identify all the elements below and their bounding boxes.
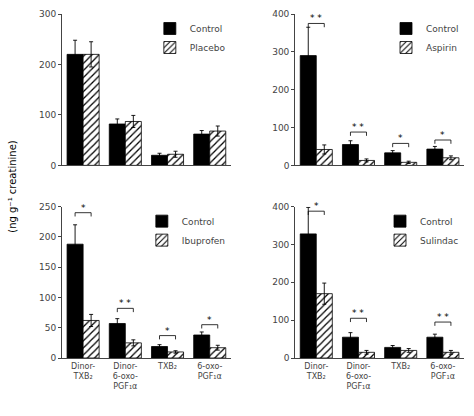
svg-text:100: 100 bbox=[272, 123, 289, 133]
svg-text:150: 150 bbox=[39, 262, 56, 272]
svg-text:300: 300 bbox=[272, 47, 289, 57]
svg-text:100: 100 bbox=[39, 110, 56, 120]
svg-text:0: 0 bbox=[284, 161, 290, 171]
svg-text:Dinor-6-oxo-PGF₁α: Dinor-6-oxo-PGF₁α bbox=[346, 362, 371, 392]
svg-text:Ibuprofen: Ibuprofen bbox=[182, 236, 225, 246]
svg-text:200: 200 bbox=[272, 85, 289, 95]
svg-text:Dinor-TXB₂: Dinor-TXB₂ bbox=[304, 362, 328, 381]
svg-text:TXB₂: TXB₂ bbox=[390, 362, 410, 371]
svg-text:Placebo: Placebo bbox=[190, 43, 226, 53]
svg-text:Sulindac: Sulindac bbox=[420, 236, 458, 246]
svg-text:* *: * * bbox=[352, 308, 364, 318]
svg-text:*: * bbox=[398, 133, 403, 143]
svg-text:*: * bbox=[440, 130, 445, 140]
svg-text:*: * bbox=[165, 326, 170, 336]
svg-text:300: 300 bbox=[272, 240, 289, 250]
svg-text:0: 0 bbox=[50, 353, 56, 363]
svg-text:* *: * * bbox=[119, 298, 131, 308]
svg-text:6-oxo-PGF₁α: 6-oxo-PGF₁α bbox=[430, 362, 455, 381]
svg-text:Control: Control bbox=[182, 217, 215, 227]
svg-text:Control: Control bbox=[420, 217, 453, 227]
svg-text:200: 200 bbox=[39, 60, 56, 70]
svg-text:*: * bbox=[314, 201, 319, 211]
svg-text:Aspirin: Aspirin bbox=[426, 43, 457, 53]
svg-text:(ng g⁻¹ creatinine): (ng g⁻¹ creatinine) bbox=[7, 140, 18, 233]
svg-text:0: 0 bbox=[50, 161, 56, 171]
svg-text:Dinor-TXB₂: Dinor-TXB₂ bbox=[71, 362, 95, 381]
svg-text:Control: Control bbox=[190, 24, 223, 34]
svg-text:6-oxo-PGF₁α: 6-oxo-PGF₁α bbox=[197, 362, 222, 381]
svg-text:*: * bbox=[81, 203, 86, 213]
svg-text:200: 200 bbox=[272, 277, 289, 287]
svg-text:Dinor-6-oxo-PGF₁α: Dinor-6-oxo-PGF₁α bbox=[113, 362, 138, 392]
svg-text:*: * bbox=[207, 315, 212, 325]
svg-text:* *: * * bbox=[437, 312, 449, 322]
svg-text:* *: * * bbox=[352, 122, 364, 132]
svg-text:400: 400 bbox=[272, 9, 289, 19]
svg-text:Control: Control bbox=[426, 24, 459, 34]
svg-text:0: 0 bbox=[284, 353, 290, 363]
svg-text:* *: * * bbox=[310, 13, 322, 23]
svg-text:300: 300 bbox=[39, 9, 56, 19]
svg-text:250: 250 bbox=[39, 202, 56, 212]
svg-text:50: 50 bbox=[45, 323, 57, 333]
svg-text:100: 100 bbox=[272, 315, 289, 325]
svg-text:100: 100 bbox=[39, 293, 56, 303]
svg-text:400: 400 bbox=[272, 202, 289, 212]
svg-text:200: 200 bbox=[39, 232, 56, 242]
svg-text:TXB₂: TXB₂ bbox=[157, 362, 177, 371]
